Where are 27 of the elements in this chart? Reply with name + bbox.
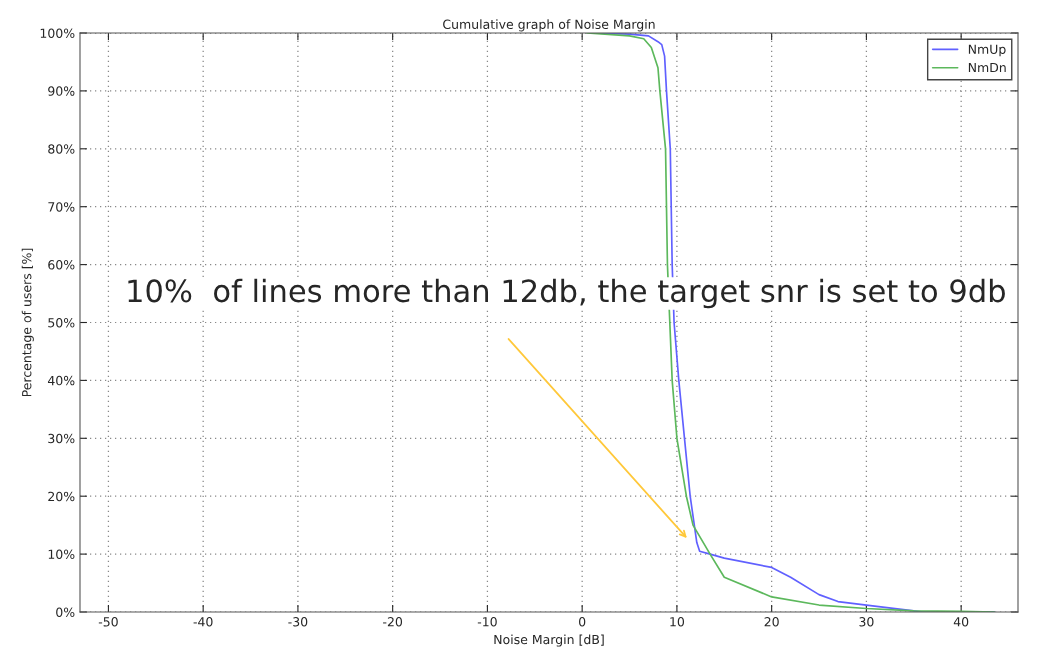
chart-title: Cumulative graph of Noise Margin [443, 19, 655, 32]
y-tick-label: 90% [48, 86, 75, 96]
y-tick-label: 80% [48, 144, 75, 154]
x-tick-label: -20 [383, 617, 403, 627]
y-tick-label: 0% [56, 607, 75, 617]
x-tick-label: 40 [953, 617, 969, 627]
y-tick-label: 10% [48, 549, 75, 560]
x-tick-label: 10 [670, 617, 685, 627]
y-tick-label: 60% [48, 260, 75, 270]
x-tick-label: -40 [193, 617, 213, 627]
y-tick-label: 100% [40, 28, 75, 38]
annotation: 10% of lines more than 12db, the target snr is set to 9db [128, 278, 1005, 309]
y-tick-label: 40% [47, 375, 75, 386]
x-tick-label: 0 [579, 617, 586, 627]
legend-label: NmDn [968, 62, 1006, 73]
x-tick-label: -30 [288, 617, 308, 627]
x-axis-title: Noise Margin [dB] [494, 634, 604, 647]
y-tick-label: 50% [48, 317, 75, 328]
y-axis-title: Percentage of users [%] [21, 248, 34, 397]
x-tick-label: -10 [477, 617, 497, 627]
y-tick-label: 30% [48, 433, 75, 444]
y-tick-label: 20% [48, 491, 75, 502]
y-tick-label: 70% [48, 202, 75, 212]
x-tick-label: 30 [859, 617, 874, 627]
legend-label: NmUp [968, 44, 1006, 57]
x-tick-label: 20 [764, 617, 779, 627]
x-tick-label: -50 [98, 617, 118, 627]
